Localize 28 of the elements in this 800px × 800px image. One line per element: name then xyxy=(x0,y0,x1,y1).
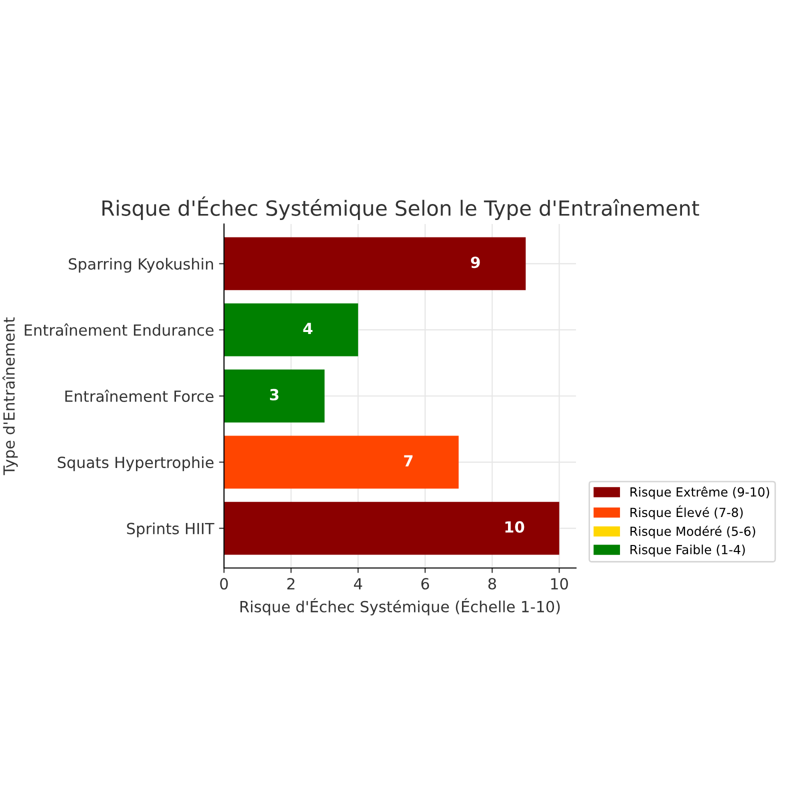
data-label: 10 xyxy=(505,521,524,533)
legend-label: Risque Modéré (5-6) xyxy=(630,526,756,538)
y-tick-label: Sprints HIIT xyxy=(127,522,214,538)
bar xyxy=(224,502,560,555)
chart-title: Risque d'Échec Systémique Selon le Type d'Entraînement xyxy=(102,196,700,220)
legend-label: Risque Élevé (7-8) xyxy=(630,505,743,520)
bar xyxy=(224,436,459,489)
x-tick-label: 8 xyxy=(488,578,496,590)
x-tick-label: 10 xyxy=(551,578,568,590)
x-tick-label: 6 xyxy=(421,578,430,590)
legend-label: Risque Extrême (9-10) xyxy=(630,486,770,500)
y-tick-label: Entraînement Force xyxy=(65,390,214,402)
data-label: 9 xyxy=(470,256,480,268)
x-tick-label: 4 xyxy=(354,578,362,590)
x-tick-label: 2 xyxy=(287,578,294,590)
data-label: 7 xyxy=(404,455,413,466)
y-tick-label: Squats Hypertrophie xyxy=(58,456,214,472)
legend-label: Risque Faible (1-4) xyxy=(630,544,745,557)
y-tick-label: Entraînement Endurance xyxy=(24,323,214,336)
bar xyxy=(224,303,358,356)
y-axis-title: Type d'Entraînement xyxy=(2,317,18,476)
bar xyxy=(224,237,526,290)
data-label: 4 xyxy=(303,322,312,334)
bar xyxy=(224,370,325,422)
data-label: 3 xyxy=(270,388,278,400)
x-axis-title: Risque d'Échec Systémique (Échelle 1-10) xyxy=(240,598,560,616)
x-tick-label: 0 xyxy=(220,578,228,590)
y-tick-label: Sparring Kyokushin xyxy=(68,258,213,273)
